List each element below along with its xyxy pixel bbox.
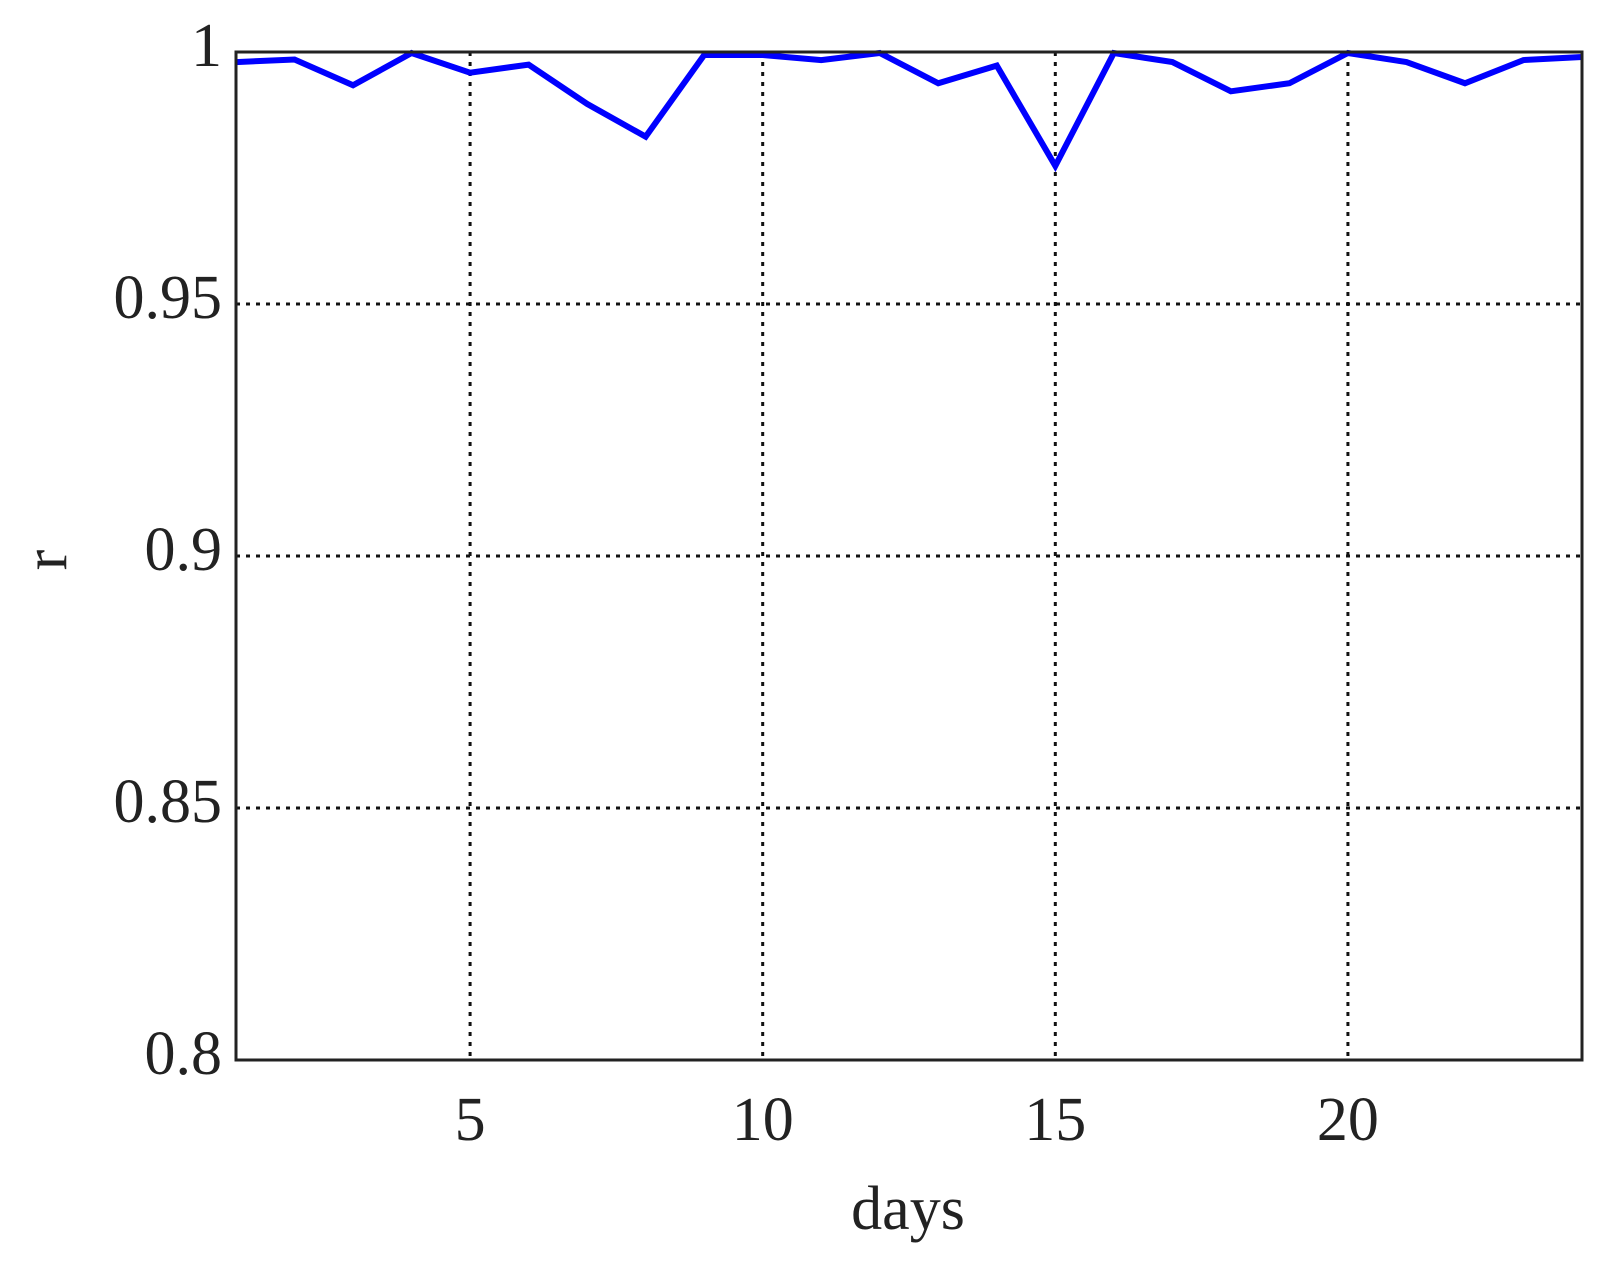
- y-tick-label: 0.9: [145, 516, 223, 584]
- y-tick-label: 1: [191, 12, 222, 80]
- x-axis-label: days: [851, 1175, 965, 1243]
- y-tick-label: 0.8: [145, 1020, 223, 1088]
- x-tick-label: 15: [1024, 1086, 1086, 1154]
- y-axis-label: r: [12, 549, 80, 570]
- y-tick-label: 0.95: [114, 264, 223, 332]
- x-tick-label: 20: [1317, 1086, 1379, 1154]
- plot-frame: [234, 50, 1584, 1062]
- x-tick-label: 10: [732, 1086, 794, 1154]
- data-line: [235, 49, 1583, 173]
- x-tick-label: 5: [455, 1086, 486, 1154]
- y-tick-label: 0.85: [114, 768, 223, 836]
